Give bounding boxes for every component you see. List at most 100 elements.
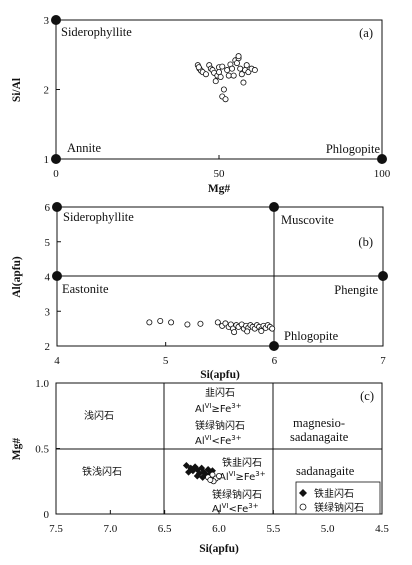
- panel-c-region-edenite: 韭闪石: [205, 386, 235, 399]
- panel-b-node-phengite: [378, 271, 388, 281]
- panel-c-point-circle: [215, 473, 222, 480]
- panel-c-xtick-label: 6.0: [212, 523, 226, 535]
- panel-a-data-point: [212, 78, 219, 85]
- panel-a-ytick-label: 1: [44, 154, 50, 166]
- panel-b-xtick-label: 7: [380, 355, 386, 367]
- panel-b-ytick-label: 4: [45, 272, 51, 284]
- panel-a: 0 50 100 1 2 3 Siderophyllite Annite Phlogopi…: [11, 15, 391, 195]
- panel-c-region-magnesio-sadanagaite: sadanagaite: [290, 430, 349, 444]
- panel-a-data-point: [222, 96, 229, 103]
- panel-a-data-point: [195, 64, 202, 71]
- panel-a-ytick-label: 2: [44, 85, 50, 97]
- panel-a-xtick-label: 100: [374, 168, 391, 180]
- panel-a-data-point: [233, 60, 240, 67]
- panel-c-xtick-label: 7.0: [103, 523, 117, 535]
- panel-c-legend: 铁韭闪石 镁绿钠闪石: [295, 481, 381, 515]
- panel-c-xtick-label: 5.0: [321, 523, 335, 535]
- panel-c-xtick-label: 7.5: [49, 523, 63, 535]
- panel-a-data-point: [251, 67, 258, 74]
- panel-a-data-point: [217, 73, 224, 80]
- panel-b-endmember-phlogopite: Phlogopite: [284, 329, 339, 343]
- panel-b-endmember-muscovite: Muscovite: [281, 213, 334, 227]
- panel-b-data-point: [157, 317, 164, 324]
- legend-item-ferro-edenite: 铁韭闪石: [314, 487, 354, 500]
- panel-b-endmember-eastonite: Eastonite: [62, 282, 109, 296]
- panel-a-endmember-siderophyllite: Siderophyllite: [61, 25, 132, 39]
- panel-b-endmember-phengite: Phengite: [334, 283, 378, 297]
- panel-b-xlabel: Si(apfu): [200, 369, 240, 381]
- panel-b-ytick-label: 3: [45, 306, 51, 318]
- panel-a-node-annite: [51, 154, 61, 164]
- panel-b-data-point: [258, 328, 265, 335]
- panel-a-data-point: [235, 53, 242, 60]
- panel-b-node-phlogopite: [269, 341, 279, 351]
- panel-a-label: (a): [359, 26, 373, 40]
- panel-c-region-sadanagaite-cn: 镁绿钠闪石: [212, 488, 262, 501]
- panel-b-data-point: [197, 320, 204, 327]
- panel-c-region-tremolite: 浅闪石: [84, 409, 114, 422]
- panel-a-node-siderophyllite: [51, 15, 61, 25]
- panel-b-xtick-label: 5: [163, 355, 169, 367]
- panel-a-data-point: [237, 65, 244, 72]
- panel-b: 4 5 6 7 2 3 4 5 6 Siderophyllite Muscovite Easto…: [11, 202, 388, 381]
- panel-c-ytick-label: 0: [44, 509, 50, 521]
- panel-a-data-point: [225, 72, 232, 79]
- legend-circle-marker: [299, 503, 307, 511]
- panel-a-endmember-phlogopite: Phlogopite: [326, 142, 381, 156]
- panel-a-ytick-label: 3: [44, 15, 50, 27]
- panel-a-data-point: [240, 79, 247, 86]
- panel-a-xtick-label: 50: [214, 168, 226, 180]
- panel-a-frame: [55, 19, 383, 160]
- panel-b-xtick-label: 4: [54, 355, 60, 367]
- panel-b-data-point: [146, 319, 153, 326]
- panel-a-data-point: [229, 65, 236, 72]
- panel-c-region-magnesio: magnesio-: [293, 416, 345, 430]
- legend-item-mg-sadanagaite: 镁绿钠闪石: [314, 501, 364, 514]
- panel-c-xtick-label: 6.5: [158, 523, 172, 535]
- panel-a-endmember-annite: Annite: [67, 141, 101, 155]
- panel-b-ytick-label: 6: [45, 202, 51, 214]
- panel-b-xtick-label: 6: [272, 355, 278, 367]
- panel-c-ytick-label: 0.5: [35, 444, 49, 456]
- panel-c-edenite-condition: AlVI≥Fe3+: [195, 402, 242, 415]
- panel-c-region-mg-sadanagaite-cn: 镁绿钠闪石: [195, 419, 245, 432]
- panel-c-ytick-label: 1.0: [35, 378, 49, 390]
- panel-c-ferro-edenite-condition: AlVI≥Fe3+: [219, 470, 266, 483]
- panel-b-data-point: [231, 329, 238, 336]
- panel-b-data-point: [184, 321, 191, 328]
- panel-a-xlabel: Mg#: [208, 183, 231, 195]
- panel-a-data-point: [238, 71, 245, 78]
- panel-c-point-circle: [207, 476, 214, 483]
- panel-c-mg-sad-condition: AlVI<Fe3+: [195, 434, 242, 447]
- panel-c-point-diamond: [193, 472, 201, 480]
- panel-b-ytick-label: 2: [45, 341, 51, 353]
- panel-b-ytick-label: 5: [45, 237, 51, 249]
- panel-b-data-point: [214, 319, 221, 326]
- panel-a-data-point: [202, 71, 209, 78]
- panel-a-data-point: [215, 69, 222, 76]
- panel-c-legend-box: [295, 481, 381, 515]
- panel-c-region-ferro-edenite: 铁韭闪石: [222, 456, 262, 469]
- panel-c-xlabel: Si(apfu): [199, 543, 239, 555]
- panel-a-data-point: [220, 86, 227, 93]
- panel-b-data-point: [269, 325, 276, 332]
- panel-c-region-sadanagaite: sadanagaite: [296, 464, 355, 478]
- panel-c-xtick-label: 4.5: [375, 523, 389, 535]
- panel-b-data-point: [168, 319, 175, 326]
- panel-c-xtick-label: 5.5: [266, 523, 280, 535]
- panel-b-label: (b): [358, 235, 373, 249]
- legend-diamond-marker: [299, 489, 307, 497]
- panel-c-region-ferro-tremolite: 铁浅闪石: [82, 465, 122, 478]
- panel-c-point-diamond: [199, 473, 207, 481]
- panel-b-data-point: [244, 328, 251, 335]
- panel-c-label: (c): [360, 389, 374, 403]
- panel-c-point-diamond: [185, 468, 193, 476]
- panel-c-point-circle: [209, 471, 216, 478]
- panel-b-node-muscovite: [269, 202, 279, 212]
- panel-a-data-point: [224, 67, 231, 74]
- panel-b-node-siderophyllite: [52, 202, 62, 212]
- panel-b-endmember-siderophyllite: Siderophyllite: [63, 210, 134, 224]
- panel-a-data-point: [230, 72, 237, 79]
- panel-b-node-eastonite: [52, 271, 62, 281]
